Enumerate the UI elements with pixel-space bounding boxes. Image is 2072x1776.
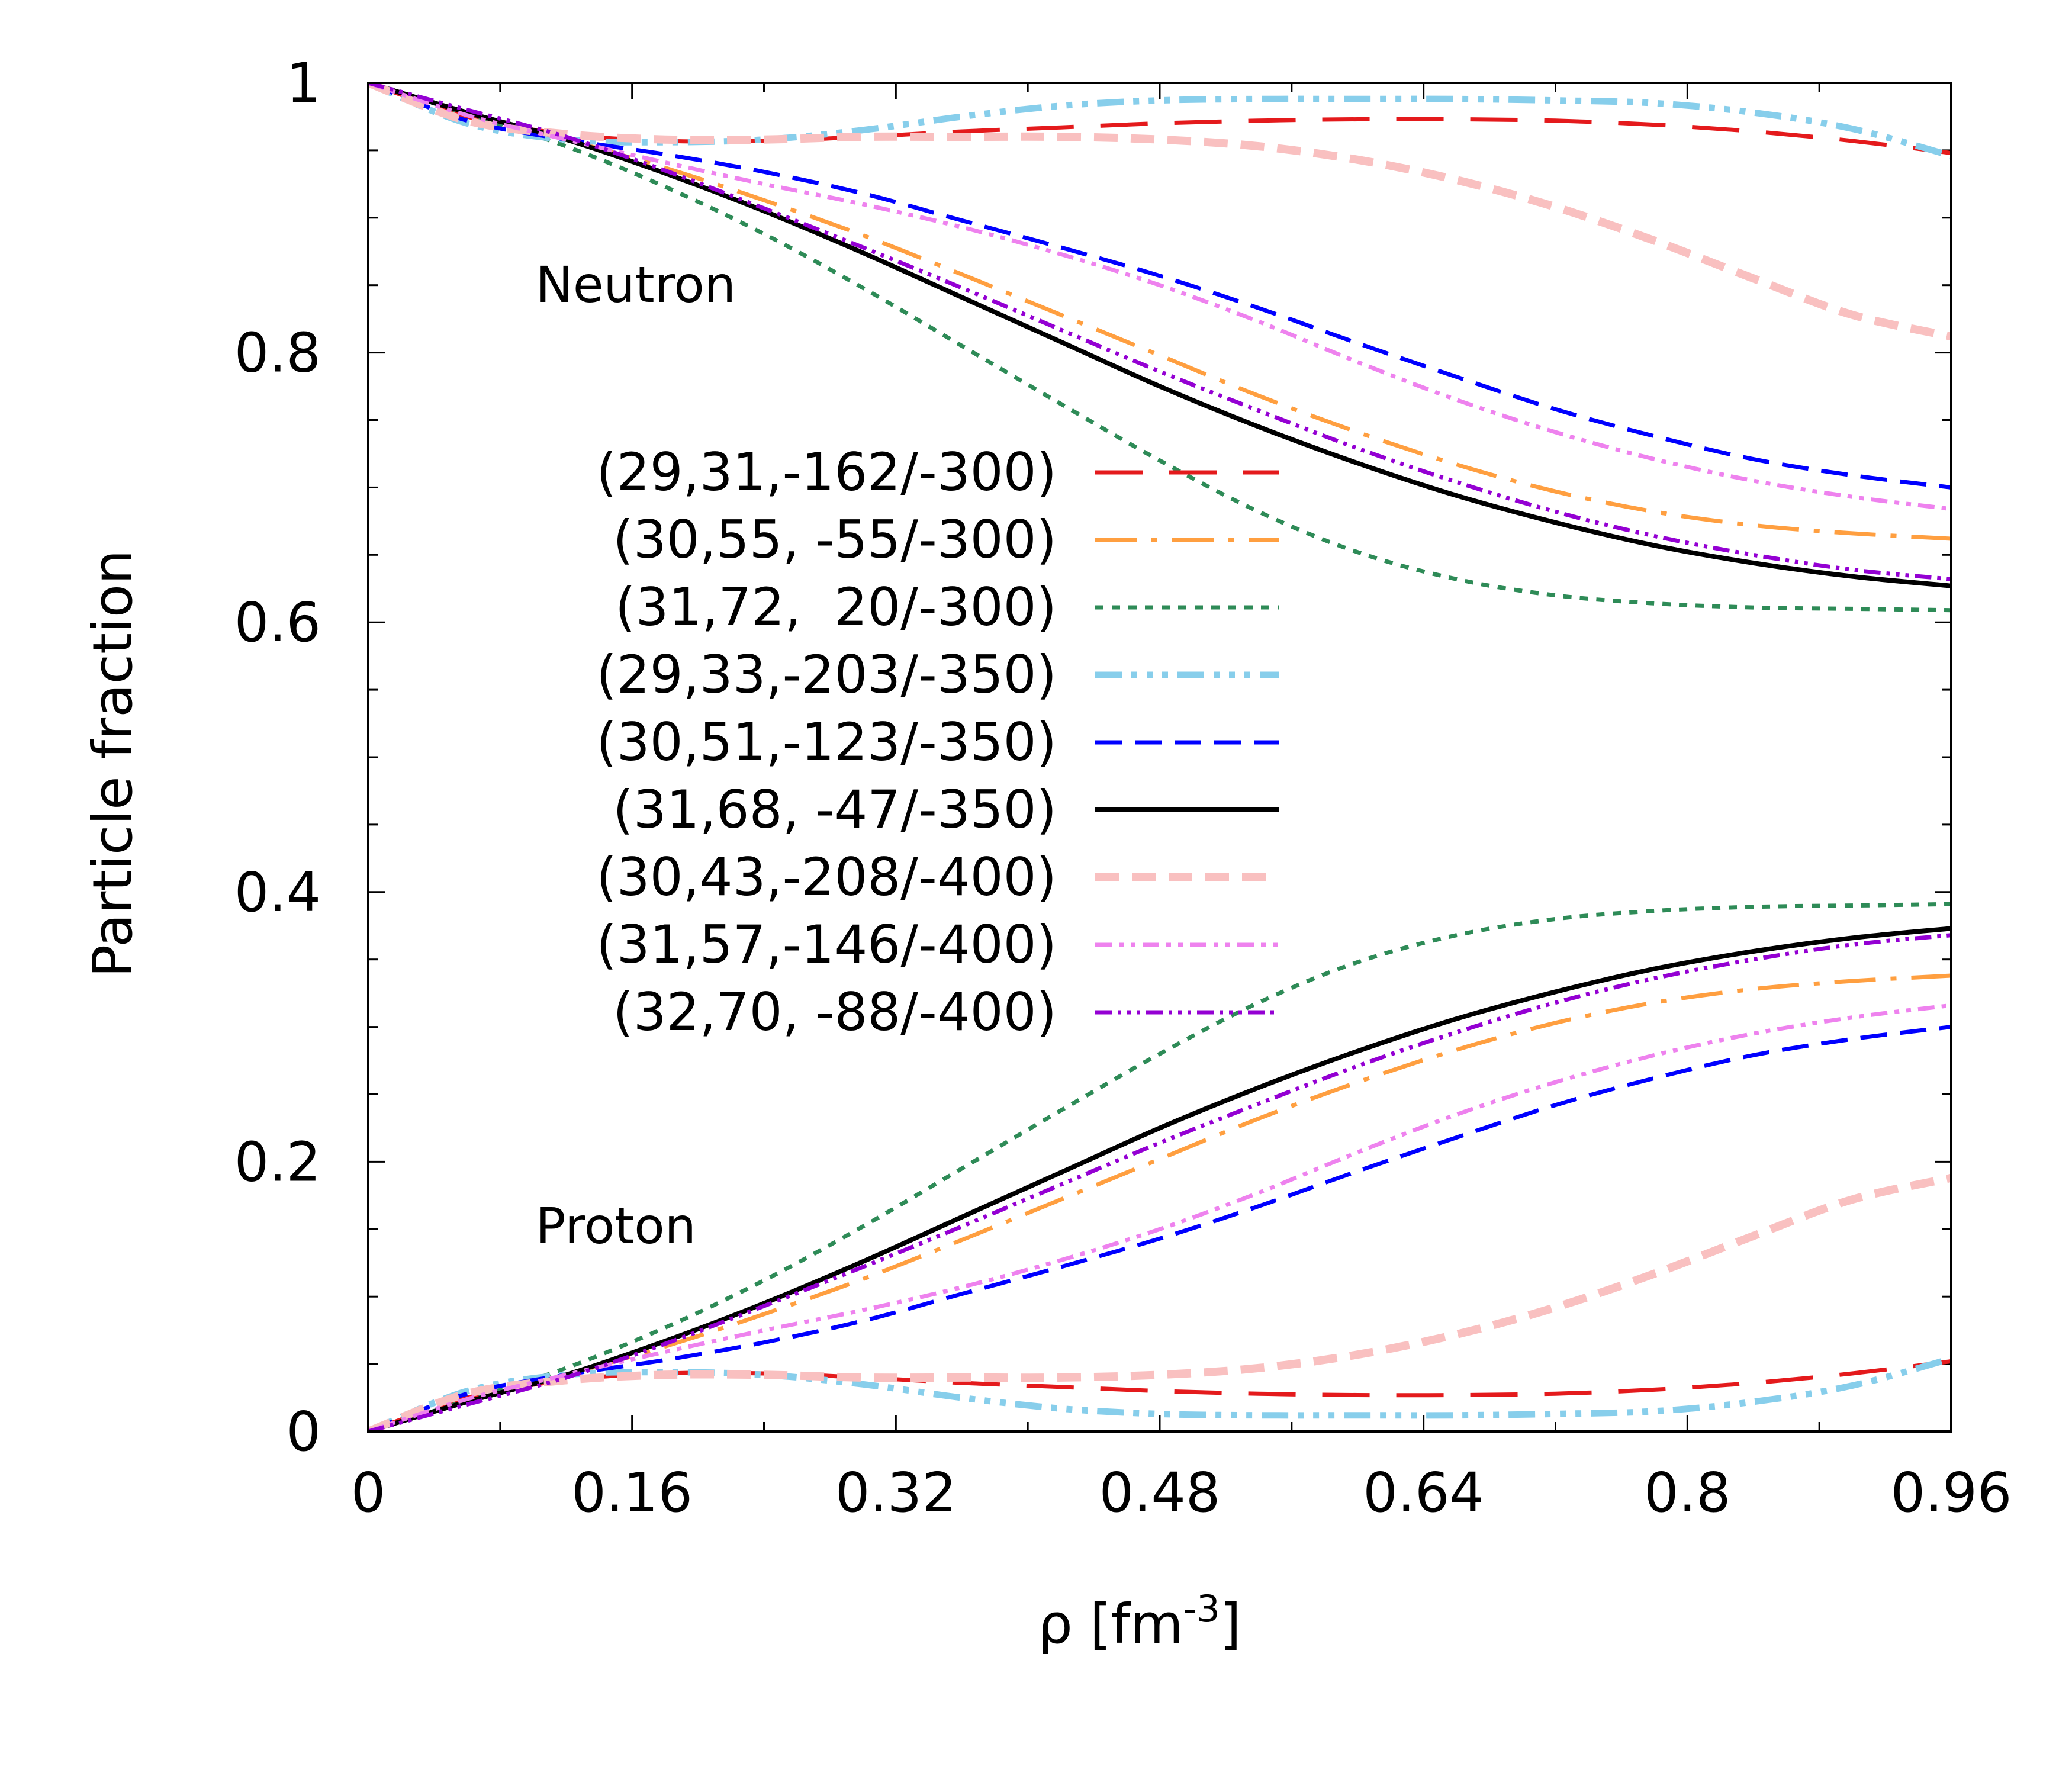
x-axis-title: ρ [fm-3] (1038, 1587, 1241, 1656)
series-line-proton-8 (368, 933, 1951, 1431)
series-line-neutron-7 (368, 83, 1951, 511)
x-tick-label: 0.48 (1099, 1461, 1221, 1524)
legend-label: (31,68, -47/-350) (613, 779, 1057, 840)
y-tick-label: 0.8 (234, 321, 321, 385)
tick-labels: 0 0.16 0.32 0.48 0.64 0.8 0.96 0 0.2 0.4 0.6 0.8 1 (234, 52, 2012, 1524)
series-layer (368, 83, 1951, 1431)
legend-label: (31,57,-146/-400) (596, 914, 1057, 975)
y-tick-label: 0 (286, 1400, 321, 1463)
series-line-neutron-5 (368, 83, 1951, 588)
series-line-proton-6 (368, 1173, 1951, 1431)
legend-label: (31,72, 20/-300) (615, 577, 1057, 638)
y-tick-label: 0.4 (234, 861, 321, 924)
annotation-neutron: Neutron (536, 256, 736, 314)
series-line-proton-5 (368, 926, 1951, 1431)
y-axis-title: Particle fraction (81, 550, 144, 978)
plot-frame (367, 82, 1952, 1433)
x-tick-label: 0 (351, 1461, 386, 1524)
series-line-neutron-8 (368, 83, 1951, 581)
y-tick-label: 0.6 (234, 591, 321, 654)
x-tick-label: 0.8 (1644, 1461, 1730, 1524)
legend-label: (29,31,-162/-300) (596, 442, 1057, 503)
legend: (29,31,-162/-300)(30,55, -55/-300) (31,72… (596, 442, 1279, 1043)
x-tick-label: 0.96 (1891, 1461, 2012, 1524)
x-tick-label: 0.16 (571, 1461, 693, 1524)
x-axis-title-sup: -3 (1183, 1587, 1220, 1630)
series-line-proton-4 (368, 1025, 1951, 1431)
legend-label: (29,33,-203/-350) (596, 644, 1057, 705)
annotation-proton: Proton (536, 1197, 696, 1255)
series-line-neutron-2 (368, 83, 1951, 613)
x-tick-label: 0.64 (1363, 1461, 1484, 1524)
legend-label: (30,51,-123/-350) (596, 712, 1057, 773)
x-axis-title-main: ρ [fm (1038, 1592, 1183, 1656)
series-line-neutron-6 (368, 83, 1951, 341)
series-line-proton-2 (368, 902, 1951, 1431)
axis-ticks (367, 82, 1952, 1433)
x-axis-title-close: ] (1220, 1592, 1241, 1656)
x-tick-label: 0.32 (835, 1461, 957, 1524)
series-line-proton-7 (368, 1003, 1951, 1431)
y-tick-label: 1 (286, 52, 321, 115)
legend-label: (32,70, -88/-400) (613, 982, 1057, 1043)
legend-label: (30,43,-208/-400) (596, 847, 1057, 908)
series-line-neutron-4 (368, 83, 1951, 490)
y-tick-label: 0.2 (234, 1130, 321, 1193)
legend-label: (30,55, -55/-300) (613, 509, 1057, 570)
